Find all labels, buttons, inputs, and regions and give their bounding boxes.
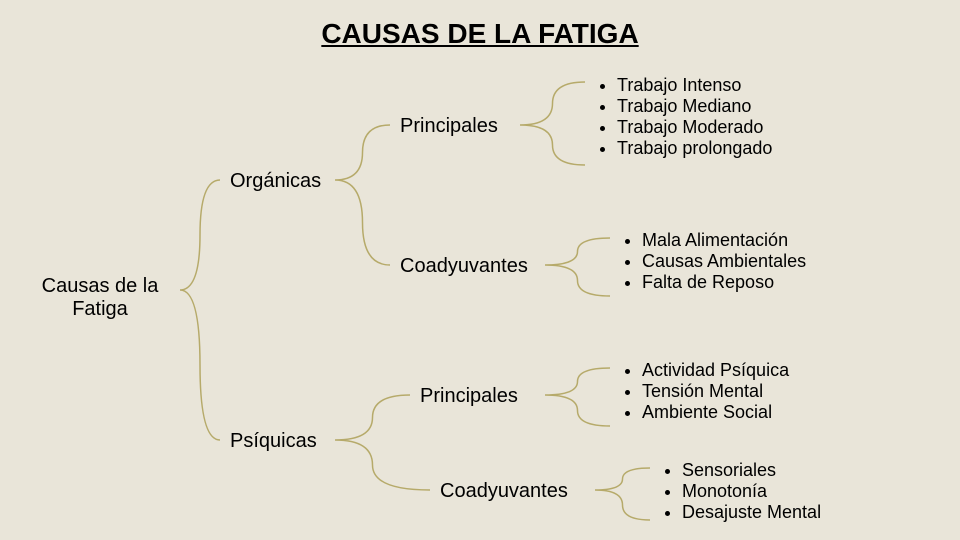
bracket-path	[520, 82, 585, 165]
bracket-path	[335, 395, 430, 490]
bracket-path	[180, 180, 220, 440]
bracket-path	[545, 368, 610, 426]
bracket-connectors	[0, 0, 960, 540]
bracket-path	[595, 468, 650, 520]
bracket-path	[545, 238, 610, 296]
bracket-path	[335, 125, 390, 265]
